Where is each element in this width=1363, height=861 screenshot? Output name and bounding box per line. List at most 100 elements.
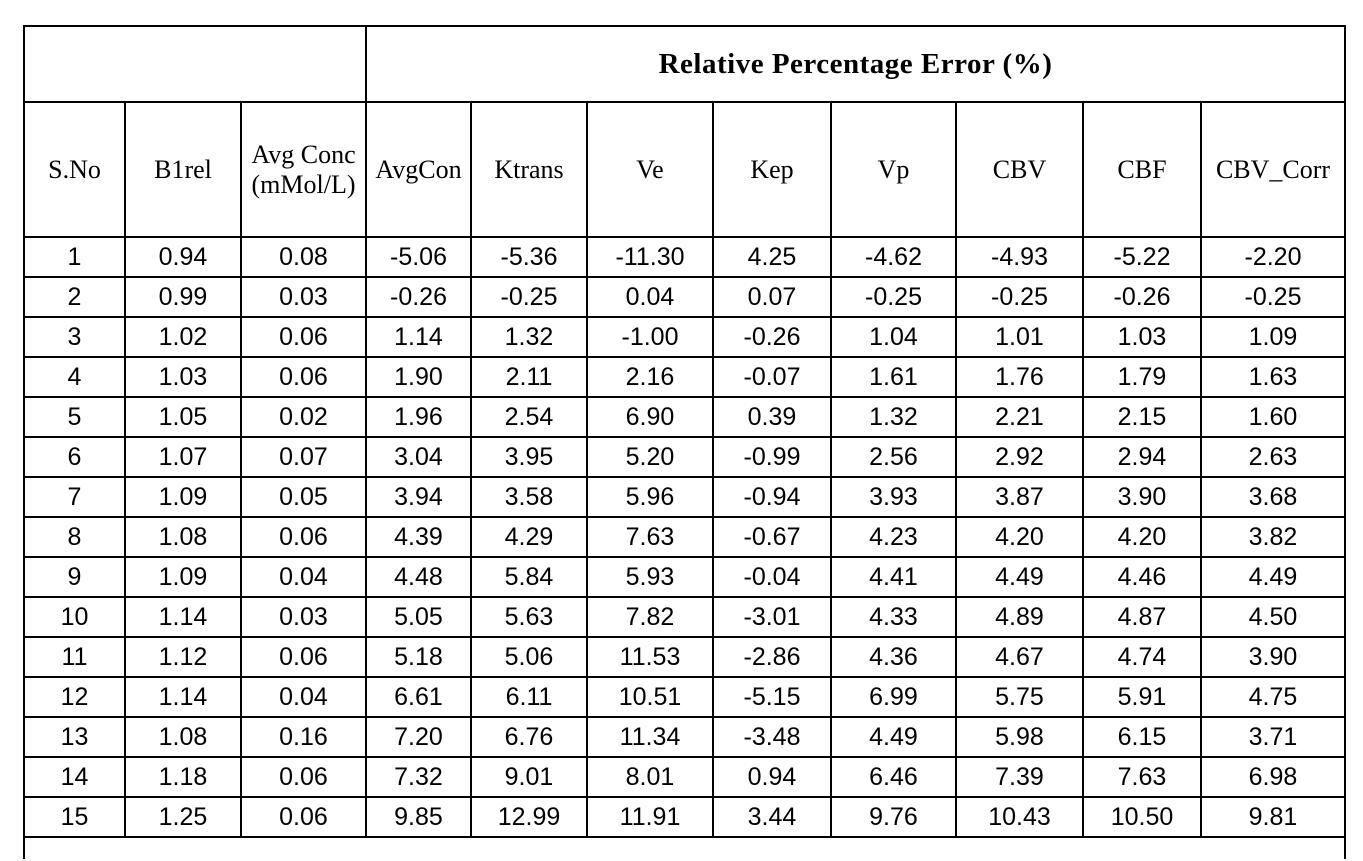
table-cell: 5.84	[470, 556, 588, 598]
table-cell: 12	[23, 676, 126, 718]
table-cell: 0.06	[240, 356, 367, 398]
table-row: 3 1.02 0.06 1.14 1.32 -1.00 -0.26 1.04 1.01 1.03 1…	[23, 316, 1346, 358]
column-header-row: S.No B1rel Avg Conc (mMol/L) AvgCon Ktra…	[23, 101, 1346, 238]
group-header-row: Relative Percentage Error (%)	[23, 25, 1346, 103]
table-cell: -0.25	[470, 276, 588, 318]
column-header-avg-conc: Avg Conc (mMol/L)	[240, 101, 367, 238]
table-cell: -5.36	[470, 236, 588, 278]
table-cell: 1.14	[124, 676, 242, 718]
table-cell: 1.09	[124, 476, 242, 518]
table-cell: 6.61	[365, 676, 472, 718]
table-cell: 1.18	[124, 756, 242, 798]
table-cell: 6.99	[830, 676, 957, 718]
table-cell: -0.26	[712, 316, 832, 358]
table-cell: -5.06	[365, 236, 472, 278]
table-row: 9 1.09 0.04 4.48 5.84 5.93 -0.04 4.41 4.49 4.46 4.…	[23, 556, 1346, 598]
table-cell: 2.21	[955, 396, 1084, 438]
table-cell: 0.03	[240, 276, 367, 318]
table-cell: 13	[23, 716, 126, 758]
table-cell: 6.15	[1082, 716, 1202, 758]
table-cell: 1.08	[124, 716, 242, 758]
table-cell: 1.02	[124, 316, 242, 358]
table-cell: 3.44	[712, 796, 832, 838]
table-cell: 2.16	[586, 356, 714, 398]
table-cell: 10	[23, 596, 126, 638]
table-cell: 4	[23, 356, 126, 398]
table-cell: 5	[23, 396, 126, 438]
table-cell: 11	[23, 636, 126, 678]
table-cell: 0.06	[240, 796, 367, 838]
table-body: 1 0.94 0.08 -5.06 -5.36 -11.30 4.25 -4.62 -4.93-…	[23, 236, 1346, 838]
table-cell: 1.79	[1082, 356, 1202, 398]
table-cell: -0.99	[712, 436, 832, 478]
table-cell: 6.46	[830, 756, 957, 798]
table-cell: -2.86	[712, 636, 832, 678]
table-cell: 7.82	[586, 596, 714, 638]
table-cell: 3.04	[365, 436, 472, 478]
table-cell: 7.63	[586, 516, 714, 558]
table-cell: 3.71	[1200, 716, 1346, 758]
table-row: 4 1.03 0.06 1.90 2.11 2.16 -0.07 1.61 1.76 1.79 1.…	[23, 356, 1346, 398]
table-row: 13 1.08 0.16 7.20 6.76 11.34 -3.48 4.49 5.98 6.15…	[23, 716, 1346, 758]
table-cell: 11.34	[586, 716, 714, 758]
column-header-ktrans: Ktrans	[470, 101, 588, 238]
table-cell: 7.20	[365, 716, 472, 758]
table-cell: 1.25	[124, 796, 242, 838]
table-cell: 4.49	[830, 716, 957, 758]
table-cell: 1.03	[1082, 316, 1202, 358]
column-header-b1rel: B1rel	[124, 101, 242, 238]
table-cell: 5.98	[955, 716, 1084, 758]
table-cell: 5.06	[470, 636, 588, 678]
table-cell: 9.85	[365, 796, 472, 838]
table-cell: 4.89	[955, 596, 1084, 638]
table-cell: 0.03	[240, 596, 367, 638]
table-cell: -0.07	[712, 356, 832, 398]
table-row: 15 1.25 0.06 9.85 12.99 11.91 3.44 9.76 10.43 10.…	[23, 796, 1346, 838]
table-cell: 7	[23, 476, 126, 518]
table-cell: 8.01	[586, 756, 714, 798]
table-cell: 4.75	[1200, 676, 1346, 718]
table-cell: 1.09	[1200, 316, 1346, 358]
table-cell: 7.63	[1082, 756, 1202, 798]
table-cutoff-continuation	[23, 838, 1346, 859]
table-cell: 3.90	[1200, 636, 1346, 678]
table-cell: 1.05	[124, 396, 242, 438]
table-cell: 1.14	[365, 316, 472, 358]
table-cell: 12.99	[470, 796, 588, 838]
table-cell: 9.76	[830, 796, 957, 838]
table-cell: 7.32	[365, 756, 472, 798]
blank-corner-cell	[23, 25, 367, 103]
table-cell: 0.07	[240, 436, 367, 478]
table-cell: 2.63	[1200, 436, 1346, 478]
table-row: 11 1.12 0.06 5.18 5.06 11.53 -2.86 4.36 4.67 4.74…	[23, 636, 1346, 678]
table-cell: 4.74	[1082, 636, 1202, 678]
table-cell: 0.04	[586, 276, 714, 318]
table-cell: 2.56	[830, 436, 957, 478]
table-cell: 0.06	[240, 756, 367, 798]
table-cell: 0.06	[240, 636, 367, 678]
table-cell: 7.39	[955, 756, 1084, 798]
table-cell: 1.03	[124, 356, 242, 398]
table-cell: 4.49	[955, 556, 1084, 598]
group-header-relative-percentage-error: Relative Percentage Error (%)	[365, 25, 1346, 103]
table-cell: 1	[23, 236, 126, 278]
table-cell: -0.67	[712, 516, 832, 558]
column-header-kep: Kep	[712, 101, 832, 238]
table-cell: 6	[23, 436, 126, 478]
table-cell: 0.94	[712, 756, 832, 798]
table-cell: 2.54	[470, 396, 588, 438]
table-cell: 0.16	[240, 716, 367, 758]
column-header-cbf: CBF	[1082, 101, 1202, 238]
table-cell: -2.20	[1200, 236, 1346, 278]
table-cell: 9.01	[470, 756, 588, 798]
table-cell: 5.96	[586, 476, 714, 518]
table-cell: 15	[23, 796, 126, 838]
table-cell: 6.98	[1200, 756, 1346, 798]
table-cell: 0.99	[124, 276, 242, 318]
table-header: Relative Percentage Error (%) S.No B1rel…	[23, 25, 1346, 238]
table-cell: 4.50	[1200, 596, 1346, 638]
table-cell: 4.23	[830, 516, 957, 558]
table-cell: 4.36	[830, 636, 957, 678]
table-cell: 1.09	[124, 556, 242, 598]
table-cell: 2.92	[955, 436, 1084, 478]
